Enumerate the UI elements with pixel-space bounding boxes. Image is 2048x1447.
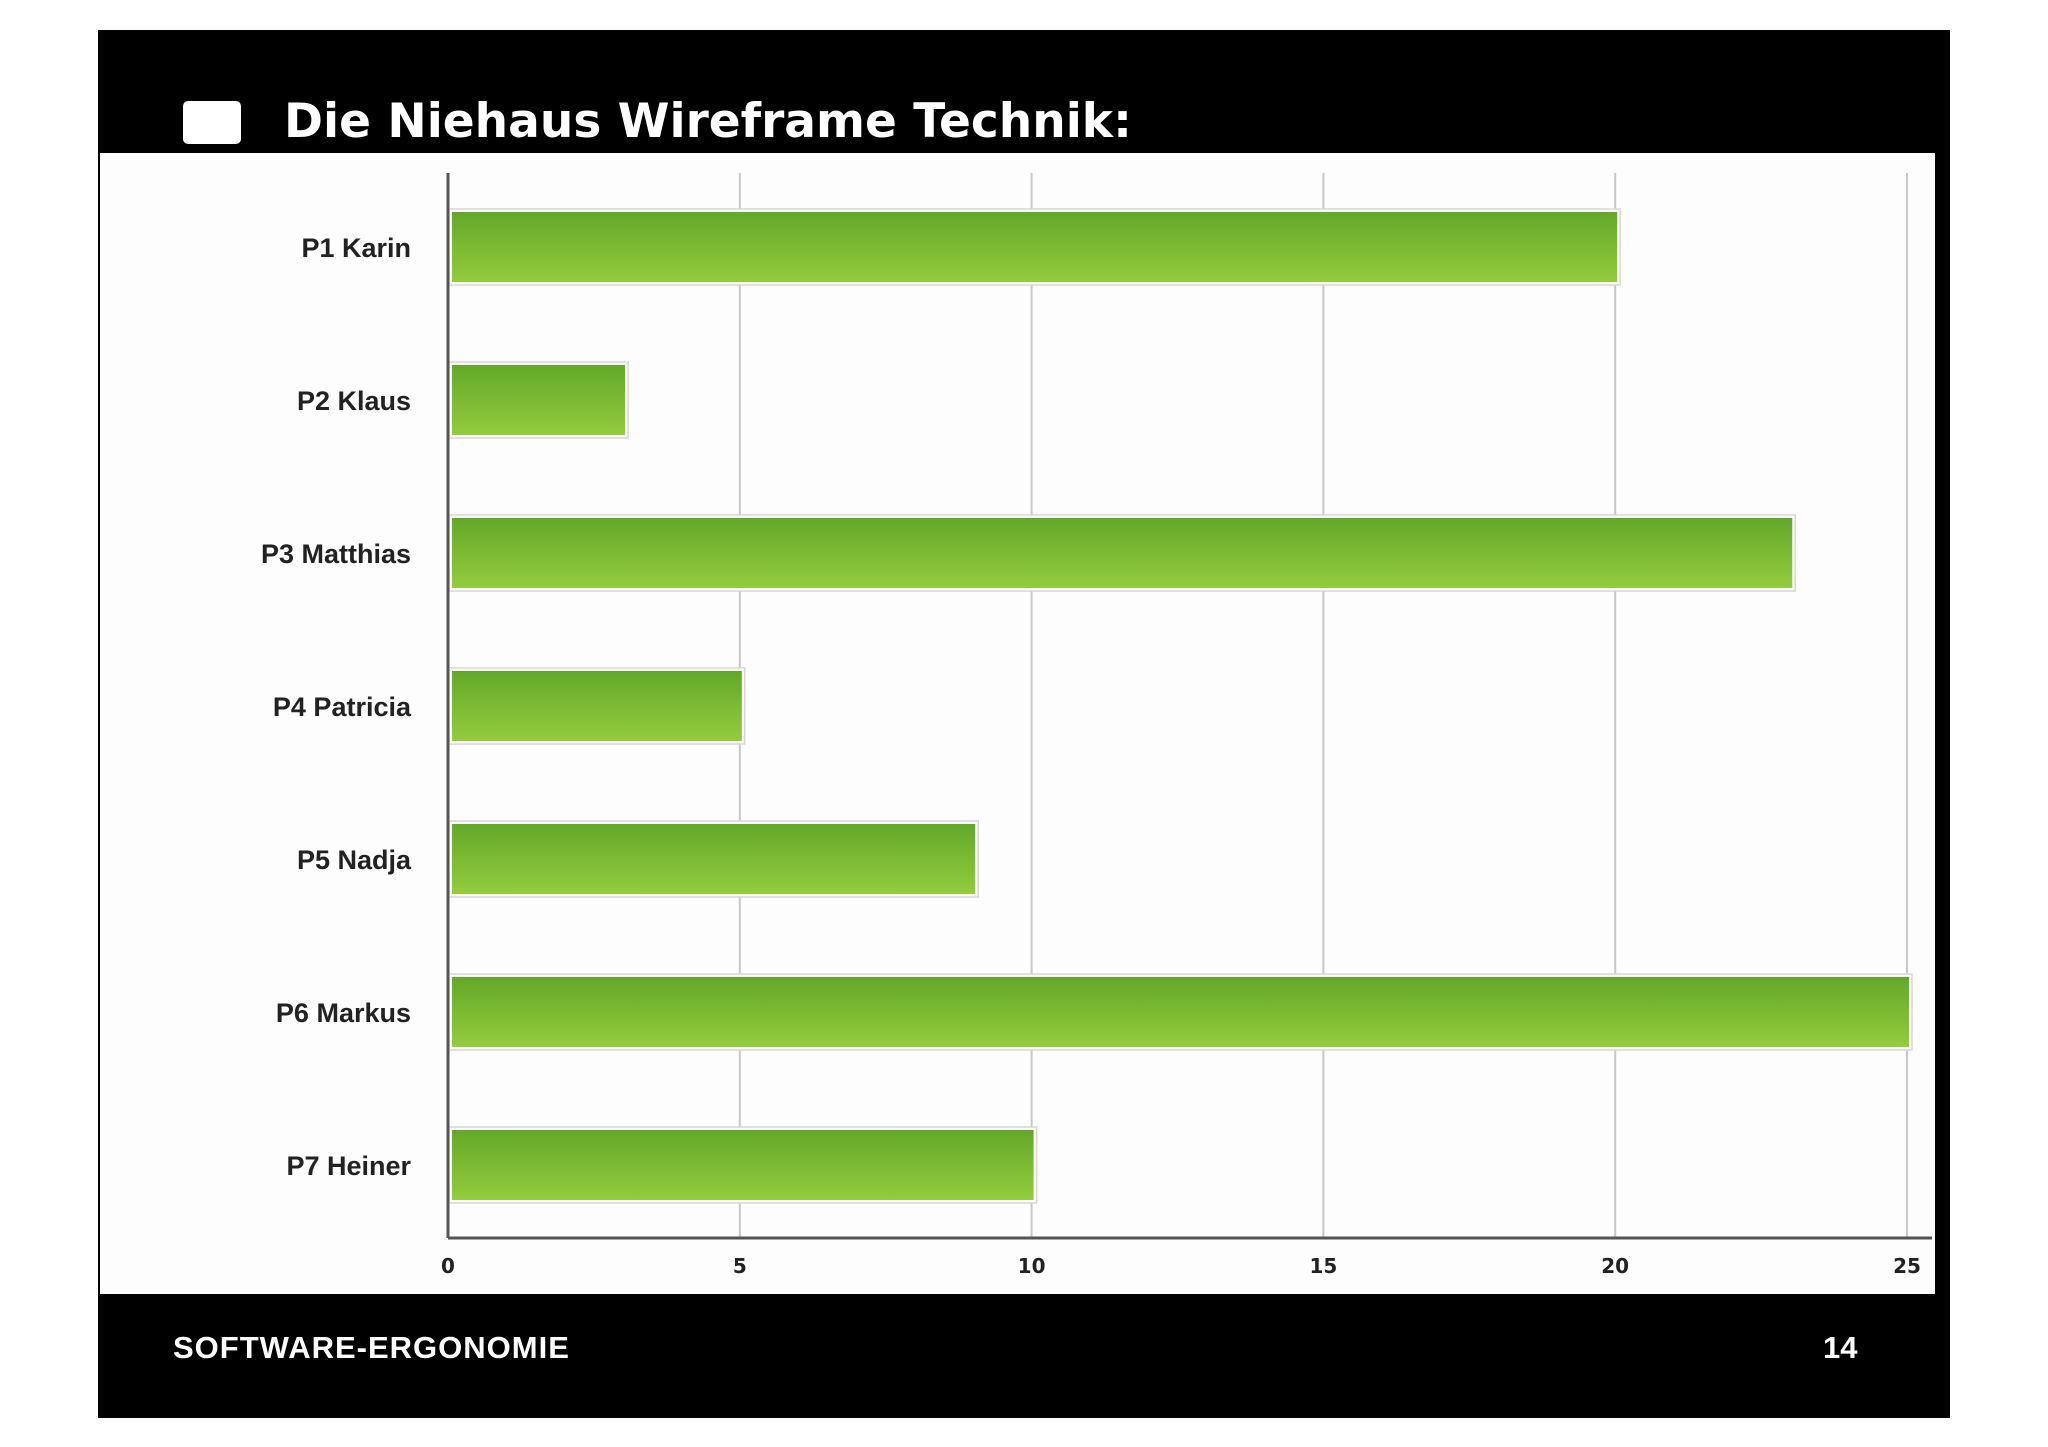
category-label: P6 Markus xyxy=(276,998,411,1028)
x-tick-label: 15 xyxy=(1309,1254,1337,1278)
category-label: P1 Karin xyxy=(301,233,411,263)
category-label: P3 Matthias xyxy=(261,539,411,569)
x-tick-label: 25 xyxy=(1893,1254,1921,1278)
page-number: 14 xyxy=(1823,1330,1858,1365)
bar xyxy=(452,1130,1034,1200)
bar xyxy=(452,824,976,894)
x-tick-label: 0 xyxy=(441,1254,455,1278)
slide: Die Niehaus Wireframe Technik: P1 Karin P… xyxy=(98,30,1950,1418)
category-label: P7 Heiner xyxy=(286,1151,411,1181)
category-label: P2 Klaus xyxy=(297,386,411,416)
x-tick-label: 20 xyxy=(1601,1254,1629,1278)
title-bullet-icon xyxy=(183,101,241,144)
bar-chart: P1 Karin P2 Klaus P3 Matthias P4 Patricia P5… xyxy=(261,173,1932,1278)
category-label: P4 Patricia xyxy=(273,692,412,722)
bar xyxy=(452,365,626,435)
footer-label: SOFTWARE-ERGONOMIE xyxy=(173,1330,570,1365)
x-tick-label: 10 xyxy=(1018,1254,1046,1278)
bar xyxy=(452,212,1618,282)
bar xyxy=(452,671,742,741)
chart-panel: P1 Karin P2 Klaus P3 Matthias P4 Patricia P5… xyxy=(100,153,1935,1294)
bar xyxy=(452,977,1909,1047)
slide-title: Die Niehaus Wireframe Technik: xyxy=(284,94,1132,149)
x-tick-label: 5 xyxy=(733,1254,747,1278)
bar xyxy=(452,518,1793,588)
category-label: P5 Nadja xyxy=(297,845,412,875)
